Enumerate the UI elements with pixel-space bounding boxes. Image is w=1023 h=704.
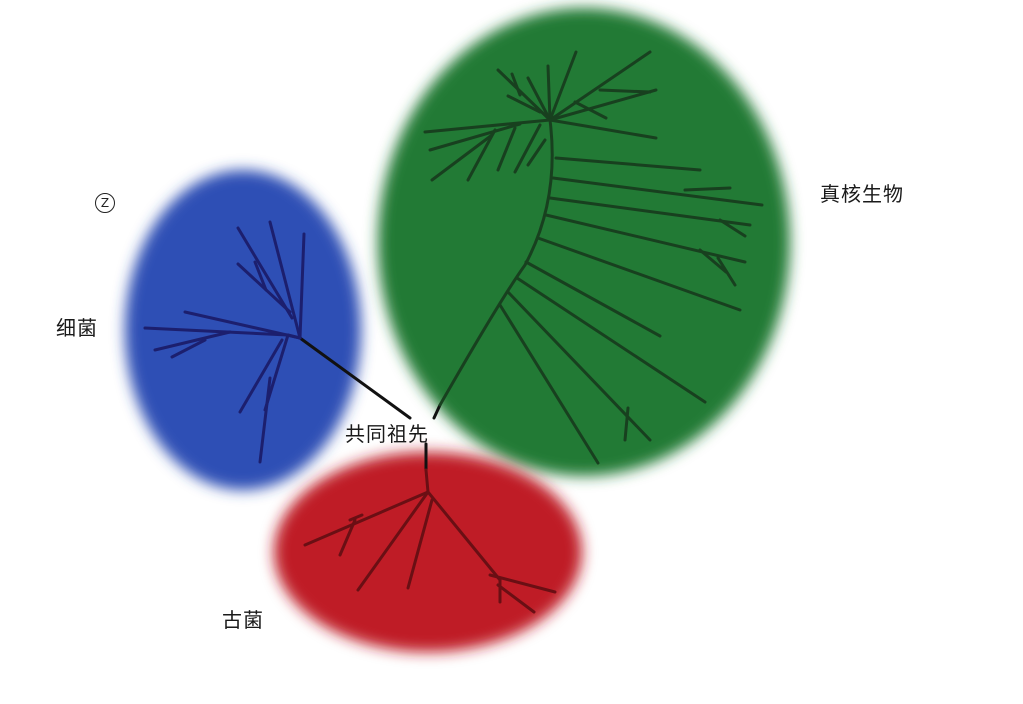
bacteria-branches — [143, 220, 306, 464]
bacteria-label: 细菌 — [56, 316, 98, 340]
eukarya-branches — [423, 50, 764, 465]
archaea-region — [274, 452, 582, 652]
archaea-branches — [303, 468, 557, 614]
eukarya-label: 真核生物 — [820, 182, 904, 206]
root-connections — [298, 336, 442, 472]
eukarya-region — [378, 8, 790, 476]
common-ancestor-label: 共同祖先 — [345, 422, 429, 446]
figure-marker: Z — [95, 193, 115, 213]
archaea-label: 古菌 — [222, 608, 264, 632]
